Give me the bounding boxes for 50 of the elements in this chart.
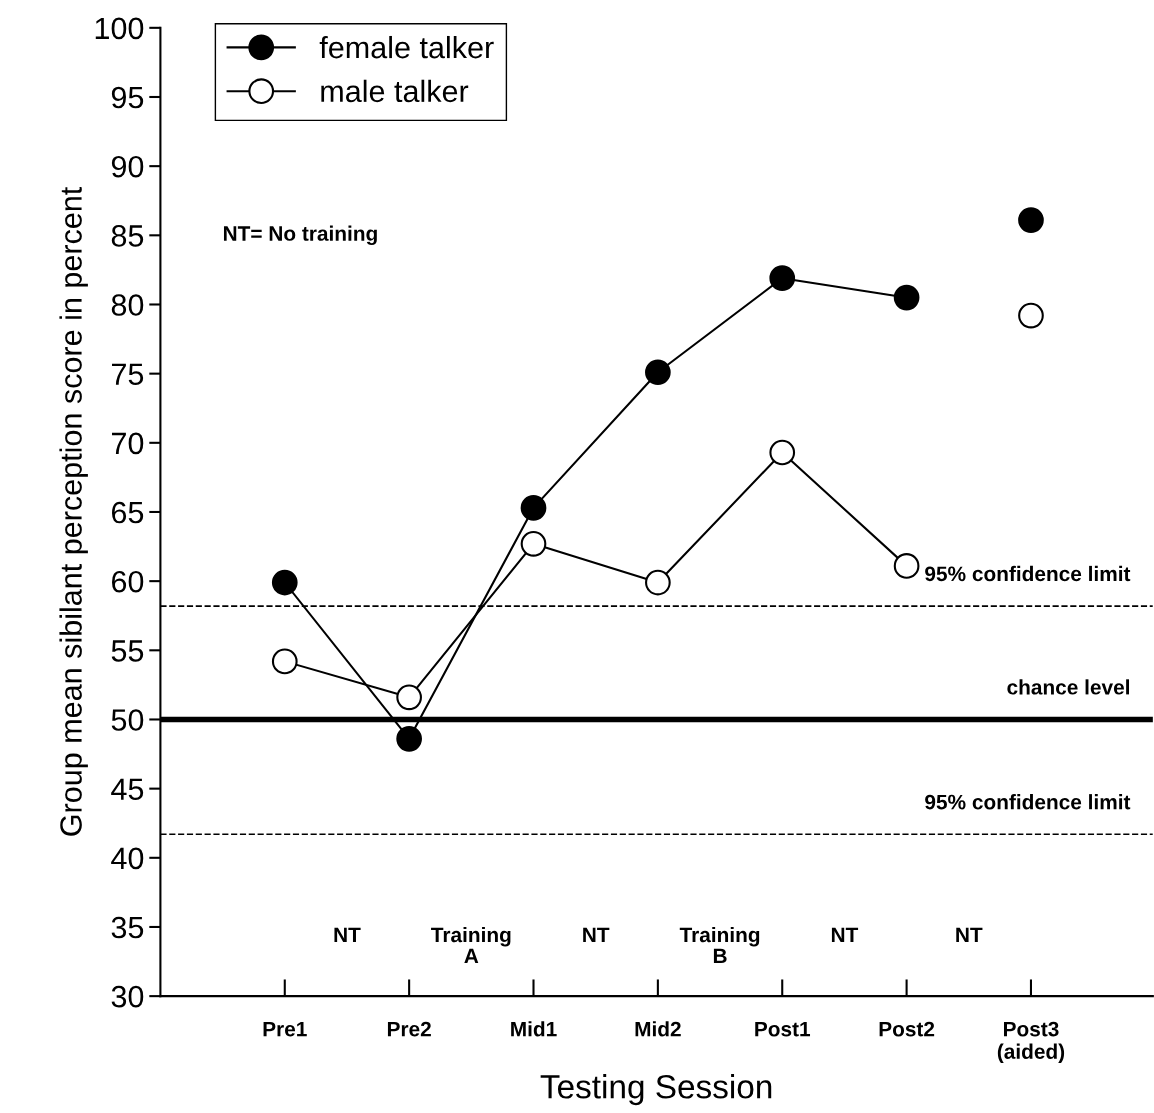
annotation: NT — [831, 927, 859, 943]
y-tick-label: 80 — [111, 294, 144, 316]
y-tick-label: 100 — [95, 17, 144, 40]
x-tick-label: Pre1 — [263, 1021, 307, 1037]
annotation: NT — [334, 927, 361, 943]
y-tick-label: 40 — [111, 847, 144, 870]
y-tick-label: 70 — [112, 432, 144, 455]
annotation: NT= No training — [223, 225, 377, 246]
point — [645, 569, 671, 596]
annotation: NT — [956, 927, 983, 943]
point — [769, 439, 796, 466]
x-tick-label: Pre2 — [387, 1021, 431, 1037]
point — [520, 530, 547, 557]
point — [645, 359, 671, 386]
ref-line-label: 95% confidence limit — [925, 794, 1131, 810]
annotation: NT — [583, 927, 610, 943]
legend-label: female talker — [319, 35, 494, 59]
y-tick-label: 50 — [111, 709, 144, 731]
annotation: Training B — [679, 926, 760, 964]
x-tick-label: Post3 (aided) — [997, 1021, 1065, 1063]
x-tick-label: Post1 — [755, 1021, 811, 1037]
y-tick-label: 30 — [111, 985, 144, 1008]
x-tick-label: Mid1 — [511, 1021, 557, 1037]
y-tick-label: 60 — [112, 570, 144, 593]
point — [396, 684, 422, 711]
y-tick-label: 90 — [111, 155, 144, 178]
ref-line-label: chance level — [1007, 679, 1129, 695]
y-tick-label: 85 — [111, 225, 144, 247]
point — [1018, 207, 1044, 233]
point — [1018, 302, 1044, 329]
point — [271, 569, 298, 596]
annotation: Training A — [431, 926, 511, 964]
point — [769, 265, 796, 292]
point — [271, 648, 298, 675]
x-axis-title: Testing Session — [540, 1074, 772, 1106]
y-axis-title: Group mean sibilant perception score in percent — [59, 186, 88, 836]
point — [520, 494, 547, 521]
legend-label: male talker — [321, 79, 469, 103]
x-tick-label: Post2 — [879, 1021, 935, 1037]
y-tick-label: 65 — [112, 501, 144, 524]
y-tick-label: 45 — [111, 778, 144, 801]
ref-line-label: 95% confidence limit — [925, 565, 1131, 582]
x-tick-label: Mid2 — [635, 1021, 681, 1037]
point — [893, 553, 920, 579]
point — [396, 726, 422, 752]
y-tick-label: 55 — [111, 640, 144, 662]
y-tick-label: 35 — [111, 916, 144, 939]
y-tick-label: 95 — [111, 86, 144, 109]
point — [893, 284, 920, 311]
y-tick-label: 75 — [112, 363, 144, 386]
